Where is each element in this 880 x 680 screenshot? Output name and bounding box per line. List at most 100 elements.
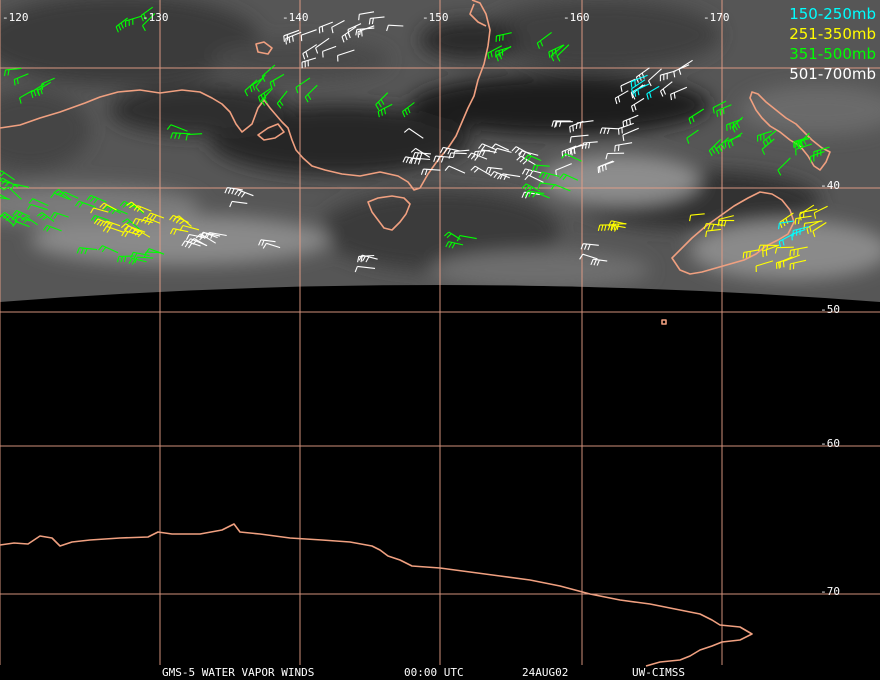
wind-barb (724, 135, 742, 148)
wind-barb (689, 213, 705, 222)
wind-barb (142, 13, 156, 32)
wind-barb (569, 134, 589, 143)
wind-barb (146, 212, 165, 221)
wind-barb (377, 103, 393, 118)
longitude-label-120: -120 (2, 11, 29, 24)
longitude-label-140: -140 (282, 11, 309, 24)
wind-barb (782, 254, 800, 268)
wind-barb (789, 246, 808, 257)
wind-barb (170, 132, 191, 140)
wind-barb (550, 184, 571, 192)
wind-barb (30, 83, 45, 98)
wind-barb (301, 57, 317, 69)
wind-barb (548, 44, 564, 58)
wind-barb (495, 45, 512, 62)
gulf-coast (257, 123, 285, 141)
wind-barb (229, 200, 248, 208)
wind-barb (354, 265, 376, 273)
legend-item-351-500: 351-500mb (789, 45, 876, 63)
wind-barb (258, 239, 276, 246)
wind-barb (121, 230, 140, 238)
wind-barb (269, 73, 285, 89)
nz-south-island (671, 191, 795, 275)
wind-barb (206, 231, 227, 239)
wind-barb (93, 218, 112, 227)
wind-barb (554, 121, 573, 128)
wind-barb (789, 259, 807, 270)
wind-barb (538, 171, 560, 180)
wind-barb (579, 253, 598, 260)
wind-barb (742, 249, 759, 259)
wind-barb (318, 21, 333, 34)
footer-bar: GMS-5 WATER VAPOR WINDS 00:00 UTC 24AUG0… (0, 665, 880, 680)
wind-barb (130, 251, 150, 259)
wind-barb (762, 130, 777, 148)
wind-barb (133, 205, 152, 212)
wind-barb (777, 157, 791, 176)
wind-barb (195, 233, 216, 244)
wind-barb (143, 251, 162, 258)
wind-barb (262, 242, 281, 249)
wind-barb (581, 141, 598, 150)
wind-barb (134, 256, 154, 264)
wind-barb (794, 137, 811, 149)
wind-barb (3, 67, 22, 76)
wind-barb (561, 153, 582, 162)
wind-barb (536, 31, 552, 49)
wind-barb (140, 6, 154, 22)
wind-barb (283, 29, 300, 42)
wind-barb (98, 245, 119, 254)
wind-barbs (0, 6, 830, 273)
wind-barb (756, 130, 773, 142)
wind-barb (452, 149, 470, 158)
wind-barb (444, 165, 466, 174)
wind-barb (403, 128, 424, 139)
wind-barb (630, 74, 648, 88)
wind-barb (375, 92, 389, 111)
wind-barb (433, 155, 454, 163)
wind-barb (90, 214, 109, 222)
wind-barb (511, 146, 532, 156)
wind-barb (580, 243, 599, 251)
wind-barb (19, 89, 34, 104)
kangaroo-island (255, 41, 273, 55)
wind-barb (315, 37, 330, 54)
wind-barb (630, 79, 646, 95)
wind-barb (493, 147, 512, 154)
wind-barb (812, 222, 827, 238)
wind-barb (347, 23, 362, 36)
wind-barb (597, 160, 615, 174)
wind-barb (43, 224, 62, 232)
wind-barb (670, 86, 688, 101)
wind-barb (420, 168, 441, 176)
wind-barb (550, 44, 565, 62)
wind-barb (99, 202, 117, 211)
footer-time: 00:00 UTC (404, 666, 464, 679)
wind-barb (28, 198, 49, 207)
wind-barb (285, 31, 302, 45)
wind-barb (648, 68, 662, 87)
wind-barb (244, 79, 258, 97)
wind-barb (0, 180, 11, 184)
wind-barb (27, 203, 48, 211)
wind-barb (295, 77, 311, 94)
wind-barb (0, 194, 9, 200)
wind-barb (86, 194, 107, 204)
footer-date: 24AUG02 (522, 666, 569, 679)
legend-item-501-700: 501-700mb (789, 65, 876, 83)
footer-satellite: GMS-5 WATER VAPOR WINDS (162, 666, 315, 679)
nz-north-island (749, 91, 831, 171)
wind-barb (0, 177, 19, 188)
wind-barb (185, 133, 203, 141)
wind-barb (337, 49, 355, 62)
wind-barb (795, 143, 812, 156)
wind-barb (179, 224, 200, 232)
wind-barb (357, 254, 375, 263)
tasmania-coast (367, 195, 411, 231)
wind-barb (467, 152, 488, 161)
wind-barb (128, 257, 147, 265)
wind-barb (774, 246, 794, 254)
wind-barb (76, 247, 98, 255)
